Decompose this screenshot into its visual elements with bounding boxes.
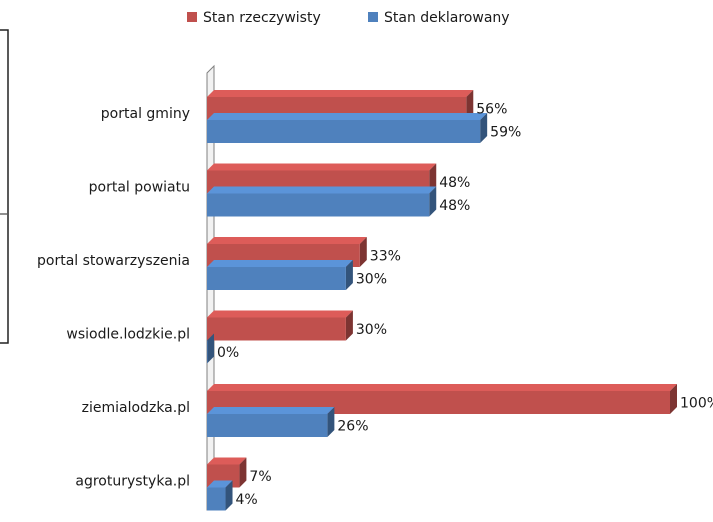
bar-side-face <box>239 457 247 488</box>
data-label: 59% <box>490 125 521 141</box>
category-label: portal powiatu <box>89 180 190 196</box>
bar <box>207 340 208 364</box>
bar-top-face <box>207 260 353 267</box>
bar-top-face <box>207 186 437 194</box>
bar-side-face <box>207 333 214 364</box>
category-label: ziemialodzka.pl <box>82 400 190 416</box>
bar-top-face <box>207 163 437 171</box>
category-label: portal stowarzyszenia <box>37 253 190 269</box>
category-label: wsiodle.lodzkie.pl <box>66 327 190 343</box>
data-label: 48% <box>439 198 470 214</box>
data-label: 100% <box>680 396 713 412</box>
bar-side-face <box>327 407 335 437</box>
bar-top-face <box>207 113 488 120</box>
bar-side-face <box>359 237 367 267</box>
bar-side-face <box>429 186 437 217</box>
bar <box>207 193 430 217</box>
bar-top-face <box>207 407 335 414</box>
data-label: 56% <box>476 102 507 118</box>
legend-label: Stan rzeczywisty <box>203 10 321 26</box>
bar <box>207 267 346 290</box>
bar <box>207 414 328 437</box>
bar <box>207 317 346 341</box>
legend-swatch <box>368 12 378 22</box>
bar-side-face <box>345 310 353 341</box>
category-label: agroturystyka.pl <box>75 474 190 490</box>
data-label: 30% <box>356 322 387 338</box>
bars <box>207 90 677 511</box>
category-label: portal gminy <box>101 106 190 122</box>
bar-top-face <box>207 457 247 465</box>
labels: portal gminy 56% 59% portal powiatu 48% 48% po… <box>37 102 713 509</box>
data-label: 0% <box>217 345 239 361</box>
bar-top-face <box>207 237 367 244</box>
data-label: 7% <box>249 469 271 485</box>
bar-side-face <box>225 480 233 511</box>
data-label: 30% <box>356 272 387 288</box>
bar <box>207 120 481 143</box>
bar-top-face <box>207 310 353 318</box>
bar-top-face <box>207 480 233 488</box>
bar-side-face <box>480 113 488 143</box>
data-label: 26% <box>337 419 368 435</box>
data-label: 48% <box>439 175 470 191</box>
bar-side-face <box>670 384 677 414</box>
frame-border <box>0 29 9 344</box>
bar <box>207 487 226 511</box>
legend: Stan rzeczywisty Stan deklarowany <box>187 10 510 26</box>
legend-label: Stan deklarowany <box>384 10 510 26</box>
data-label: 4% <box>236 492 258 508</box>
data-label: 33% <box>370 249 401 265</box>
bar-top-face <box>207 90 474 97</box>
bar-top-face <box>207 384 677 391</box>
bar-side-face <box>429 163 437 194</box>
legend-swatch <box>187 12 197 22</box>
bar-side-face <box>345 260 353 290</box>
bar-side-face <box>466 90 474 120</box>
